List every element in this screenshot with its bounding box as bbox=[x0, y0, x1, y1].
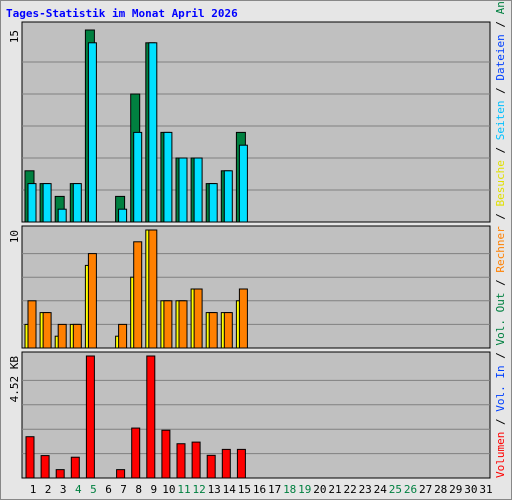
bar-dateien-day-4 bbox=[72, 183, 82, 223]
x-tick-label-25: 25 bbox=[389, 483, 402, 496]
chart-title: Tages-Statistik im Monat April 2026 bbox=[6, 7, 238, 20]
x-tick-label-30: 30 bbox=[464, 483, 477, 496]
legend-entry-8: Besuche bbox=[494, 160, 507, 206]
bar-dateien-day-15 bbox=[238, 144, 248, 223]
x-tick-label-7: 7 bbox=[120, 483, 127, 496]
plot-area-requests bbox=[21, 21, 491, 223]
legend-entry-4: Vol. Out bbox=[494, 293, 507, 346]
x-tick-label-2: 2 bbox=[45, 483, 52, 496]
x-tick-label-11: 11 bbox=[177, 483, 190, 496]
bar-rechner-day-13 bbox=[208, 312, 218, 349]
x-tick-label-31: 31 bbox=[479, 483, 492, 496]
y-max-label: 10 bbox=[8, 230, 21, 243]
bar-rechner-day-7 bbox=[118, 323, 128, 349]
bar-dateien-day-12 bbox=[193, 157, 203, 223]
x-tick-label-13: 13 bbox=[208, 483, 221, 496]
legend-entry-10: Seiten bbox=[494, 100, 507, 140]
x-tick-label-20: 20 bbox=[313, 483, 326, 496]
bar-rechner-day-14 bbox=[223, 312, 233, 349]
bar-rechner-day-8 bbox=[133, 241, 143, 349]
bar-dateien-day-7 bbox=[118, 208, 128, 223]
legend-entry-11: / bbox=[494, 81, 507, 101]
x-tick-label-1: 1 bbox=[30, 483, 37, 496]
bar-rechner-day-3 bbox=[57, 323, 67, 349]
bar-dateien-day-3 bbox=[57, 208, 67, 223]
legend-entry-9: / bbox=[494, 140, 507, 160]
bar-rechner-day-2 bbox=[42, 312, 52, 349]
x-tick-label-12: 12 bbox=[192, 483, 205, 496]
x-tick-label-15: 15 bbox=[238, 483, 251, 496]
x-tick-label-19: 19 bbox=[298, 483, 311, 496]
plot-area-volume bbox=[21, 351, 491, 479]
x-tick-label-5: 5 bbox=[90, 483, 97, 496]
x-tick-label-10: 10 bbox=[162, 483, 175, 496]
x-tick-label-9: 9 bbox=[150, 483, 157, 496]
bar-dateien-day-10 bbox=[163, 131, 173, 223]
x-tick-label-26: 26 bbox=[404, 483, 417, 496]
legend-entry-13: / bbox=[494, 14, 507, 34]
bar-rechner-day-9 bbox=[148, 229, 158, 349]
bar-volumen-day-10 bbox=[161, 429, 171, 479]
bar-dateien-day-8 bbox=[133, 131, 143, 223]
legend-entry-2: Vol. In bbox=[494, 365, 507, 411]
legend-entry-14: Anfragen bbox=[494, 0, 507, 14]
x-tick-label-16: 16 bbox=[253, 483, 266, 496]
x-tick-label-3: 3 bbox=[60, 483, 67, 496]
bar-rechner-day-10 bbox=[163, 300, 173, 349]
bar-volumen-day-4 bbox=[70, 456, 80, 479]
y-max-label: 15 bbox=[8, 30, 21, 43]
x-tick-label-17: 17 bbox=[268, 483, 281, 496]
bar-dateien-day-9 bbox=[148, 42, 158, 223]
bar-volumen-day-9 bbox=[146, 355, 156, 479]
bar-volumen-day-1 bbox=[25, 436, 35, 479]
x-tick-label-28: 28 bbox=[434, 483, 447, 496]
x-tick-label-8: 8 bbox=[135, 483, 142, 496]
x-tick-label-22: 22 bbox=[343, 483, 356, 496]
legend-entry-1: / bbox=[494, 412, 507, 432]
bar-volumen-day-5 bbox=[85, 355, 95, 479]
legend-entry-5: / bbox=[494, 273, 507, 293]
legend-entry-3: / bbox=[494, 346, 507, 366]
bar-volumen-day-7 bbox=[116, 469, 126, 479]
bar-rechner-day-11 bbox=[178, 300, 188, 349]
bar-rechner-day-4 bbox=[72, 323, 82, 349]
x-tick-label-18: 18 bbox=[283, 483, 296, 496]
x-tick-label-29: 29 bbox=[449, 483, 462, 496]
legend-entry-6: Rechner bbox=[494, 226, 507, 273]
x-tick-label-24: 24 bbox=[374, 483, 388, 496]
bar-volumen-day-8 bbox=[131, 427, 141, 479]
bar-volumen-day-2 bbox=[40, 455, 50, 479]
bar-dateien-day-13 bbox=[208, 183, 218, 223]
bar-volumen-day-11 bbox=[176, 443, 186, 479]
x-tick-label-27: 27 bbox=[419, 483, 432, 496]
bar-volumen-day-12 bbox=[191, 441, 201, 479]
plot-area-visits bbox=[21, 225, 491, 349]
bar-dateien-day-2 bbox=[42, 183, 52, 223]
x-tick-label-4: 4 bbox=[75, 483, 82, 496]
bar-dateien-day-1 bbox=[27, 183, 37, 223]
bar-dateien-day-14 bbox=[223, 170, 233, 223]
bar-rechner-day-12 bbox=[193, 288, 203, 349]
bar-volumen-day-13 bbox=[206, 454, 216, 479]
bar-dateien-day-5 bbox=[87, 42, 97, 223]
x-tick-label-21: 21 bbox=[328, 483, 341, 496]
bar-dateien-day-11 bbox=[178, 157, 188, 223]
bar-rechner-day-5 bbox=[87, 253, 97, 349]
y-max-label: 4.52 KB bbox=[8, 356, 21, 403]
bar-volumen-day-14 bbox=[221, 448, 231, 479]
bar-rechner-day-1 bbox=[27, 300, 37, 349]
x-tick-label-23: 23 bbox=[359, 483, 372, 496]
legend-entry-0: Volumen bbox=[494, 432, 507, 478]
x-tick-label-14: 14 bbox=[223, 483, 237, 496]
bar-volumen-day-3 bbox=[55, 469, 65, 479]
right-legend: Volumen / Vol. In / Vol. Out / Rechner /… bbox=[494, 0, 507, 478]
legend-entry-7: / bbox=[494, 206, 507, 226]
bar-volumen-day-15 bbox=[236, 448, 246, 479]
legend-entry-12: Dateien bbox=[494, 34, 507, 80]
x-tick-label-6: 6 bbox=[105, 483, 112, 496]
bar-rechner-day-15 bbox=[238, 288, 248, 349]
